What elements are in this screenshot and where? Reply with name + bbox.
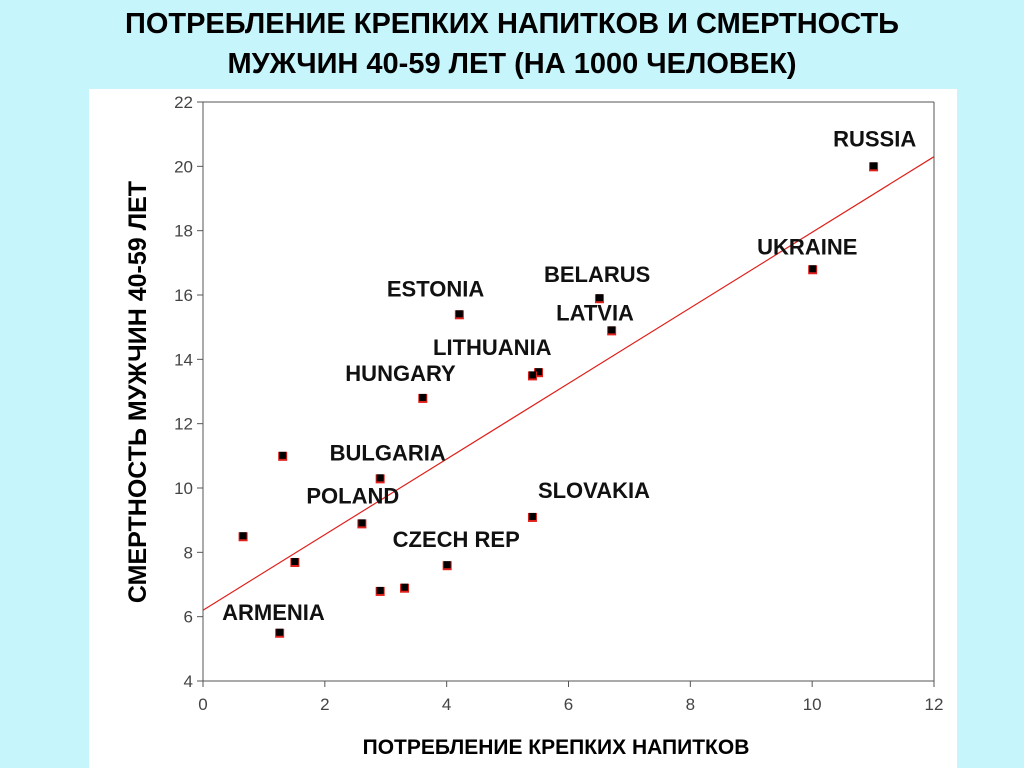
point-label: SLOVAKIA [538, 478, 650, 503]
x-tick-label: 6 [564, 695, 573, 714]
y-tick-label: 4 [184, 672, 193, 691]
point-marker [455, 310, 463, 318]
point-marker [443, 561, 451, 569]
point-label: RUSSIA [833, 126, 916, 151]
point-label: POLAND [306, 483, 399, 508]
slide-title-line-1: ПОТРЕБЛЕНИЕ КРЕПКИХ НАПИТКОВ И СМЕРТНОСТ… [124, 8, 900, 40]
trendline-group [202, 156, 935, 611]
point-marker [595, 294, 603, 302]
point-marker [870, 162, 878, 170]
x-tick-label: 2 [320, 695, 329, 714]
point-marker [419, 393, 427, 401]
y-axis-title: СМЕРТНОСТЬ МУЖЧИН 40-59 ЛЕТ [124, 181, 152, 603]
x-tick-label: 8 [686, 695, 695, 714]
data-points [238, 162, 879, 638]
slide-title: ПОТРЕБЛЕНИЕ КРЕПКИХ НАПИТКОВ И СМЕРТНОСТ… [0, 4, 1024, 84]
y-tick-label: 22 [174, 93, 193, 112]
point-marker [276, 628, 284, 636]
y-tick-label: 12 [174, 415, 193, 434]
x-tick-label: 12 [925, 695, 944, 714]
y-tick-label: 8 [184, 543, 193, 562]
x-axis-title-box [236, 723, 876, 768]
x-tick-label: 10 [803, 695, 822, 714]
y-tick-label: 20 [174, 157, 193, 176]
point-marker [239, 532, 247, 540]
y-tick-label: 18 [174, 222, 193, 241]
chart-background [89, 89, 957, 768]
point-marker [809, 265, 817, 273]
point-marker [376, 586, 384, 594]
y-tick-label: 6 [184, 608, 193, 627]
point-label: HUNGARY [345, 361, 456, 386]
point-label: BELARUS [544, 262, 650, 287]
point-marker [401, 583, 409, 591]
point-label: CZECH REP [393, 527, 520, 552]
y-tick-label: 14 [174, 350, 193, 369]
point-marker [528, 512, 536, 520]
point-label: UKRAINE [757, 234, 857, 259]
point-marker [535, 368, 543, 376]
point-label: ESTONIA [387, 276, 485, 301]
x-tick-label: 0 [198, 695, 207, 714]
point-marker [279, 451, 287, 459]
point-label: BULGARIA [330, 440, 446, 465]
point-marker [358, 519, 366, 527]
y-tick-label: 16 [174, 286, 193, 305]
x-tick-label: 4 [442, 695, 451, 714]
y-tick-label: 10 [174, 479, 193, 498]
trendline [202, 156, 935, 611]
axis-ticks: 0 2 4 6 8 10 12 4 6 8 10 12 14 16 18 20 22 [174, 93, 943, 714]
point-label: LITHUANIA [433, 335, 552, 360]
point-label: ARMENIA [222, 600, 325, 625]
point-marker [291, 557, 299, 565]
point-label: LATVIA [556, 300, 634, 325]
x-axis-title: ПОТРЕБЛЕНИЕ КРЕПКИХ НАПИТКОВ [363, 736, 750, 759]
slide-title-line-2: МУЖЧИН 40-59 ЛЕТ (НА 1000 ЧЕЛОВЕК) [227, 48, 797, 80]
point-marker [376, 474, 384, 482]
point-marker [528, 371, 536, 379]
point-marker [608, 326, 616, 334]
point-labels: RUSSIA UKRAINE BELARUS LATVIA ESTONIA LITHUAN… [222, 126, 916, 624]
